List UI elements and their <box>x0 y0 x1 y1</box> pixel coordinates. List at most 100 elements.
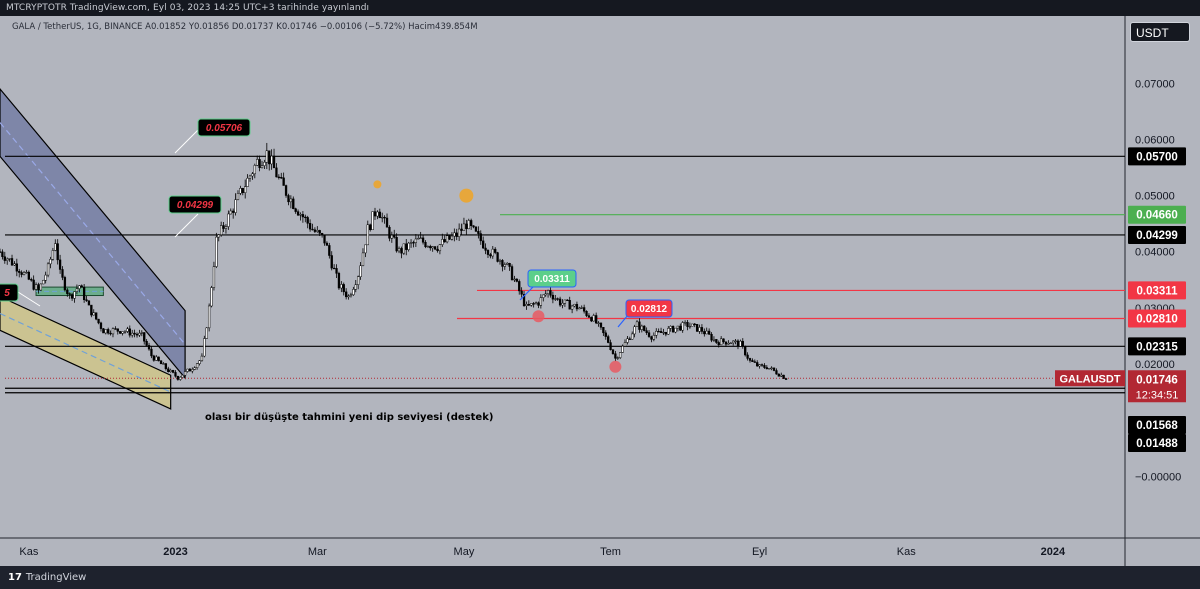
candle-body <box>203 338 206 357</box>
candle-body <box>395 237 398 252</box>
candle-body <box>164 363 168 370</box>
candle-body <box>155 356 158 361</box>
candle-body <box>770 367 773 369</box>
time-axis-area[interactable] <box>0 538 1200 566</box>
candle-body <box>496 252 499 262</box>
candle-body <box>104 329 107 334</box>
candle-body <box>616 357 619 359</box>
candle-body <box>371 211 374 231</box>
candle-body <box>229 210 232 215</box>
candle-body <box>323 234 326 244</box>
candle-body <box>736 340 740 347</box>
candle-body <box>712 339 716 341</box>
chart-svg[interactable]: 0.05706 0.04299 5 0.03311 0.02812 olası bir d… <box>0 0 1200 566</box>
candle-body <box>549 290 552 296</box>
candle-body <box>756 362 759 367</box>
candle-body <box>277 176 280 179</box>
price-tick-label: 0.07000 <box>1135 78 1175 90</box>
candle-body <box>265 150 268 163</box>
price-tick-label: 0.05000 <box>1135 191 1175 203</box>
candle-body <box>520 290 523 295</box>
candle-body <box>174 372 177 377</box>
channel-midline <box>0 312 171 393</box>
price-tag <box>1128 434 1186 452</box>
candle-body <box>650 336 653 340</box>
candle-body <box>640 325 643 330</box>
candle-body <box>332 267 336 270</box>
candle-body <box>484 247 487 251</box>
candle-body <box>765 367 768 370</box>
candle-body <box>655 330 658 336</box>
candle-body <box>135 333 139 336</box>
candle-body <box>595 315 598 324</box>
candle-body <box>138 332 141 336</box>
candle-body <box>75 288 79 292</box>
time-tick-label: Eyl <box>752 546 767 558</box>
candle-body <box>140 332 143 334</box>
candle-body <box>695 324 699 332</box>
candle-body <box>383 216 386 219</box>
candle-body <box>99 322 103 329</box>
candle-body <box>546 290 550 295</box>
currency-button[interactable]: USDT <box>1130 22 1190 42</box>
current-price-label: 0.01746 <box>1136 374 1178 386</box>
candle-body <box>643 325 646 331</box>
time-tick-label: Kas <box>897 546 916 558</box>
candle-body <box>85 299 88 302</box>
candle-body <box>633 326 636 335</box>
candle-body <box>205 327 208 339</box>
candle-body <box>102 328 105 334</box>
candle-body <box>645 330 648 333</box>
candle-body <box>311 228 314 231</box>
candle-body <box>179 376 182 380</box>
candle-body <box>465 223 468 230</box>
candle-body <box>215 236 218 267</box>
candle-body <box>191 369 194 372</box>
candle-body <box>263 161 266 166</box>
candle-body <box>195 363 199 368</box>
candle-body <box>676 325 680 329</box>
candle-body <box>450 235 454 240</box>
candle-body <box>330 255 333 269</box>
candle-body <box>157 356 160 362</box>
candle-body <box>775 370 778 375</box>
footer-bar <box>0 566 1200 589</box>
candle-body <box>236 193 240 200</box>
candle-body <box>270 155 273 165</box>
price-tag-label: 0.02315 <box>1136 341 1178 353</box>
candle-body <box>183 371 187 376</box>
candle-body <box>239 188 242 194</box>
candle-body <box>27 271 30 280</box>
candle-body <box>51 250 55 260</box>
symbol-tag-label: GALAUSDT <box>1059 373 1120 385</box>
candle-body <box>486 250 490 255</box>
candle-body <box>532 303 535 305</box>
candle-body <box>78 285 81 289</box>
candle-body <box>126 328 129 332</box>
candle-body <box>345 291 348 298</box>
price-tick-label: 0.04000 <box>1135 247 1175 259</box>
callout-mid-box <box>168 195 222 214</box>
candle-body <box>15 263 18 272</box>
candle-body <box>652 335 655 340</box>
candle-body <box>107 329 110 334</box>
time-tick-label: Kas <box>19 546 38 558</box>
candle-body <box>570 305 574 310</box>
price-axis-area[interactable] <box>1125 16 1200 538</box>
price-tag-label: 0.05700 <box>1136 151 1178 163</box>
current-price-tag <box>1128 370 1186 403</box>
candle-body <box>44 274 47 281</box>
candle-body <box>328 245 331 256</box>
candle-body <box>669 325 672 329</box>
candle-body <box>352 289 355 296</box>
candle-body <box>626 338 629 343</box>
candle-body <box>39 283 43 291</box>
candle-body <box>145 341 148 346</box>
candle-body <box>530 303 533 306</box>
candle-body <box>320 233 324 236</box>
candle-body <box>445 235 449 243</box>
candle-body <box>525 303 528 307</box>
candle-body <box>400 248 403 254</box>
candle-body <box>325 242 329 246</box>
candle-body <box>448 235 451 240</box>
